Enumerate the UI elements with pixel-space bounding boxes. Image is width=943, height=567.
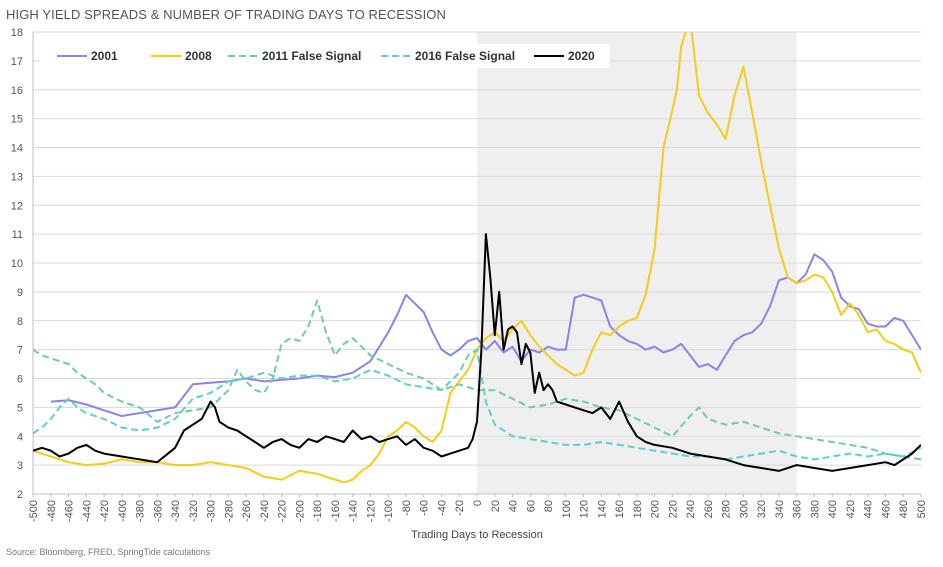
y-tick-label-17: 17 <box>11 56 23 68</box>
y-tick-label-6: 6 <box>17 374 23 386</box>
x-tick-label--80: -80 <box>401 500 413 516</box>
x-tick-label-20: 20 <box>490 500 502 512</box>
x-tick-label--260: -260 <box>241 500 253 522</box>
x-tick-label-40: 40 <box>508 500 520 512</box>
x-tick-label-400: 400 <box>827 500 839 518</box>
y-tick-label-5: 5 <box>17 402 23 414</box>
x-tick-label-320: 320 <box>756 500 768 518</box>
series-line-2020 <box>33 233 921 472</box>
x-tick-label-0: 0 <box>472 500 484 506</box>
series-line-2008 <box>33 32 921 484</box>
x-tick-label-220: 220 <box>667 500 679 518</box>
x-tick-label-340: 340 <box>774 500 786 518</box>
y-tick-label-7: 7 <box>17 345 23 357</box>
x-tick-label-120: 120 <box>579 500 591 518</box>
x-tick-label-260: 260 <box>703 500 715 518</box>
y-tick-label-3: 3 <box>17 460 23 472</box>
series-line-2011-false-signal <box>33 299 921 461</box>
series-line-2016-false-signal <box>33 348 921 461</box>
x-tick-label--60: -60 <box>419 500 431 516</box>
legend-background <box>40 44 610 68</box>
x-tick-label--20: -20 <box>454 500 466 516</box>
series-line-2001 <box>50 253 921 417</box>
y-tick-label-4: 4 <box>17 431 23 443</box>
y-tick-label-14: 14 <box>11 143 23 155</box>
x-tick-label--180: -180 <box>312 500 324 522</box>
legend-label-2008: 2008 <box>185 49 212 63</box>
x-tick-label-60: 60 <box>525 500 537 512</box>
x-tick-label--40: -40 <box>436 500 448 516</box>
x-tick-label-80: 80 <box>543 500 555 512</box>
x-tick-label-500: 500 <box>916 500 928 518</box>
y-tick-label-8: 8 <box>17 316 23 328</box>
x-tick-label--140: -140 <box>348 500 360 522</box>
x-tick-label--220: -220 <box>277 500 289 522</box>
x-tick-label-140: 140 <box>596 500 608 518</box>
x-tick-label-480: 480 <box>898 500 910 518</box>
x-tick-label--360: -360 <box>152 500 164 522</box>
x-tick-label--320: -320 <box>188 500 200 522</box>
x-tick-label-360: 360 <box>792 500 804 518</box>
line-chart: 2 3 4 5 6 7 8 9 10 11 12 13 14 15 16 17 18 -500 -480 -460 -4… <box>11 27 928 541</box>
x-tick-label--160: -160 <box>330 500 342 522</box>
x-tick-label-420: 420 <box>845 500 857 518</box>
legend-label-2001: 2001 <box>91 49 118 63</box>
chart-title: HIGH YIELD SPREADS & NUMBER OF TRADING D… <box>6 7 446 22</box>
y-tick-label-13: 13 <box>11 171 23 183</box>
x-tick-label-180: 180 <box>632 500 644 518</box>
x-tick-label-200: 200 <box>650 500 662 518</box>
x-tick-label--380: -380 <box>135 500 147 522</box>
legend: 2001 2008 2011 False Signal 2016 False Sign… <box>40 44 610 68</box>
x-axis-label: Trading Days to Recession <box>411 529 543 541</box>
x-tick-label-460: 460 <box>880 500 892 518</box>
x-tick-label-440: 440 <box>863 500 875 518</box>
x-tick-label--340: -340 <box>170 500 182 522</box>
x-tick-label--100: -100 <box>383 500 395 522</box>
x-tick-label-300: 300 <box>738 500 750 518</box>
x-tick-label-380: 380 <box>809 500 821 518</box>
axis-layer: 2 3 4 5 6 7 8 9 10 11 12 13 14 15 16 17 18 -500 -480 -460 -4… <box>11 27 928 522</box>
x-tick-label-160: 160 <box>614 500 626 518</box>
legend-label-2020: 2020 <box>568 49 595 63</box>
x-tick-label--300: -300 <box>206 500 218 522</box>
source-note: Source: Bloomberg, FRED, SpringTide calc… <box>6 547 211 557</box>
legend-label-2016-false-signal: 2016 False Signal <box>415 49 515 63</box>
x-tick-label--280: -280 <box>223 500 235 522</box>
x-tick-label--500: -500 <box>28 500 40 522</box>
y-tick-label-9: 9 <box>17 287 23 299</box>
y-tick-label-10: 10 <box>11 258 23 270</box>
x-tick-label--200: -200 <box>294 500 306 522</box>
series-layer <box>33 32 921 484</box>
x-tick-label-100: 100 <box>561 500 573 518</box>
x-tick-label-280: 280 <box>721 500 733 518</box>
x-tick-label--420: -420 <box>99 500 111 522</box>
y-tick-label-16: 16 <box>11 85 23 97</box>
x-tick-label--400: -400 <box>117 500 129 522</box>
y-tick-label-11: 11 <box>12 229 23 241</box>
x-tick-label--460: -460 <box>64 500 76 522</box>
x-tick-label--480: -480 <box>46 500 58 522</box>
y-tick-label-12: 12 <box>11 200 23 212</box>
y-tick-label-2: 2 <box>17 489 23 501</box>
x-tick-label--440: -440 <box>81 500 93 522</box>
x-tick-label-240: 240 <box>685 500 697 518</box>
y-tick-label-18: 18 <box>11 27 23 39</box>
legend-label-2011-false-signal: 2011 False Signal <box>262 49 361 63</box>
y-tick-label-15: 15 <box>11 114 23 126</box>
x-tick-label--120: -120 <box>365 500 377 522</box>
x-tick-label--240: -240 <box>259 500 271 522</box>
